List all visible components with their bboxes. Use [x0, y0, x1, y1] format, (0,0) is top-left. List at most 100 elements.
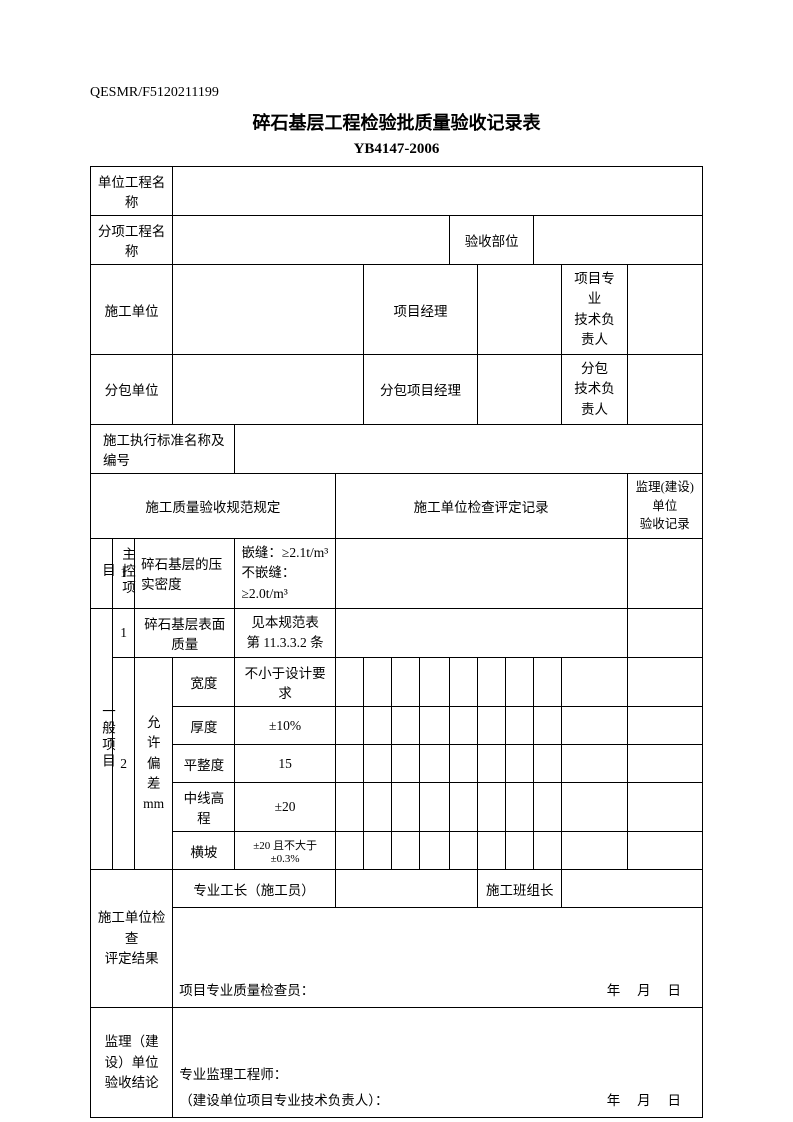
cell[interactable]: [363, 745, 391, 783]
cell[interactable]: [562, 707, 627, 745]
cell[interactable]: [534, 783, 562, 832]
label-general-item: 一般项目: [91, 608, 113, 870]
elevation-supervise[interactable]: [627, 783, 702, 832]
cell[interactable]: [450, 783, 478, 832]
field-tech-leader[interactable]: [627, 265, 702, 355]
cell[interactable]: [562, 745, 627, 783]
width-name: 宽度: [173, 658, 235, 707]
field-sub-mgr[interactable]: [478, 355, 562, 425]
main-1-name: 碎石基层的压实密度: [135, 539, 235, 609]
slope-name: 横坡: [173, 832, 235, 870]
flatness-supervise[interactable]: [627, 745, 702, 783]
cell[interactable]: [506, 783, 534, 832]
label-tech-leader: 项目专业 技术负责人: [562, 265, 627, 355]
cell[interactable]: [363, 783, 391, 832]
label-sub-project: 分项工程名称: [91, 216, 173, 265]
cell[interactable]: [391, 745, 419, 783]
cell[interactable]: [450, 707, 478, 745]
label-day: 日: [668, 983, 682, 998]
supervise-sig-area[interactable]: 专业监理工程师： （建设单位项目专业技术负责人）： 年 月 日: [173, 1008, 703, 1118]
thickness-spec: ±10%: [235, 707, 335, 745]
elevation-name: 中线高程: [173, 783, 235, 832]
cell[interactable]: [534, 832, 562, 870]
cell[interactable]: [478, 707, 506, 745]
cell[interactable]: [506, 745, 534, 783]
cell[interactable]: [478, 832, 506, 870]
thickness-supervise[interactable]: [627, 707, 702, 745]
cell[interactable]: [335, 783, 363, 832]
field-unit-project[interactable]: [173, 167, 703, 216]
gen-1-supervise[interactable]: [627, 608, 702, 658]
cell[interactable]: [562, 832, 627, 870]
label-quality-spec: 施工质量验收规范规定: [91, 473, 336, 538]
label-build-leader: （建设单位项目专业技术负责人）：: [179, 1089, 388, 1109]
cell[interactable]: [450, 658, 478, 707]
field-foreman[interactable]: [335, 870, 477, 908]
main-1-supervise[interactable]: [627, 539, 702, 609]
cell[interactable]: [478, 745, 506, 783]
cell[interactable]: [419, 832, 449, 870]
label-sub-tech: 分包 技术负责人: [562, 355, 627, 425]
cell[interactable]: [562, 783, 627, 832]
form-table: 单位工程名称 分项工程名称 验收部位 施工单位 项目经理 项目专业 技术负责人 …: [90, 166, 703, 1118]
cell[interactable]: [335, 658, 363, 707]
cell[interactable]: [478, 658, 506, 707]
flatness-spec: 15: [235, 745, 335, 783]
cell[interactable]: [363, 658, 391, 707]
label-month-2: 月: [637, 1093, 651, 1108]
field-accept-part[interactable]: [534, 216, 703, 265]
label-main-item: 主控项目: [91, 539, 113, 609]
cell[interactable]: [534, 707, 562, 745]
cell[interactable]: [506, 832, 534, 870]
label-month: 月: [637, 983, 651, 998]
label-std-name: 施工执行标准名称及编号: [91, 424, 235, 473]
cell[interactable]: [391, 707, 419, 745]
label-tolerance: 允许偏差mm: [135, 658, 173, 870]
field-subcontract[interactable]: [173, 355, 364, 425]
main-1-spec: 嵌缝：≥2.1t/m³ 不嵌缝：≥2.0t/m³: [235, 539, 335, 609]
page-title: 碎石基层工程检验批质量验收记录表: [90, 109, 703, 135]
flatness-name: 平整度: [173, 745, 235, 783]
cell[interactable]: [391, 832, 419, 870]
gen-1-record[interactable]: [335, 608, 627, 658]
label-quality-inspector: 项目专业质量检查员：: [179, 979, 314, 999]
field-std-name[interactable]: [235, 424, 703, 473]
cell[interactable]: [534, 658, 562, 707]
cell[interactable]: [419, 658, 449, 707]
cell[interactable]: [363, 832, 391, 870]
label-sub-mgr: 分包项目经理: [363, 355, 477, 425]
cell[interactable]: [478, 783, 506, 832]
field-team-leader[interactable]: [562, 870, 703, 908]
cell[interactable]: [562, 658, 627, 707]
cell[interactable]: [419, 707, 449, 745]
cell[interactable]: [506, 658, 534, 707]
cell[interactable]: [391, 658, 419, 707]
gen-1-spec: 见本规范表 第 11.3.3.2 条: [235, 608, 335, 658]
label-subcontract: 分包单位: [91, 355, 173, 425]
main-1-record[interactable]: [335, 539, 627, 609]
cell[interactable]: [419, 745, 449, 783]
cell[interactable]: [450, 832, 478, 870]
cell[interactable]: [391, 783, 419, 832]
cell[interactable]: [450, 745, 478, 783]
field-sub-project[interactable]: [173, 216, 450, 265]
gen-1-name: 碎石基层表面质量: [135, 608, 235, 658]
cell[interactable]: [506, 707, 534, 745]
field-project-mgr[interactable]: [478, 265, 562, 355]
field-construct-unit[interactable]: [173, 265, 364, 355]
slope-spec: ±20 且不大于±0.3%: [235, 832, 335, 870]
elevation-spec: ±20: [235, 783, 335, 832]
width-supervise[interactable]: [627, 658, 702, 707]
label-construct-unit: 施工单位: [91, 265, 173, 355]
cell[interactable]: [419, 783, 449, 832]
cell[interactable]: [335, 832, 363, 870]
cell[interactable]: [534, 745, 562, 783]
slope-supervise[interactable]: [627, 832, 702, 870]
field-sub-tech[interactable]: [627, 355, 702, 425]
inspect-sig-area[interactable]: 项目专业质量检查员： 年 月 日: [173, 908, 703, 1008]
label-inspect-record: 施工单位检查评定记录: [335, 473, 627, 538]
width-spec: 不小于设计要求: [235, 658, 335, 707]
cell[interactable]: [335, 745, 363, 783]
cell[interactable]: [335, 707, 363, 745]
cell[interactable]: [363, 707, 391, 745]
